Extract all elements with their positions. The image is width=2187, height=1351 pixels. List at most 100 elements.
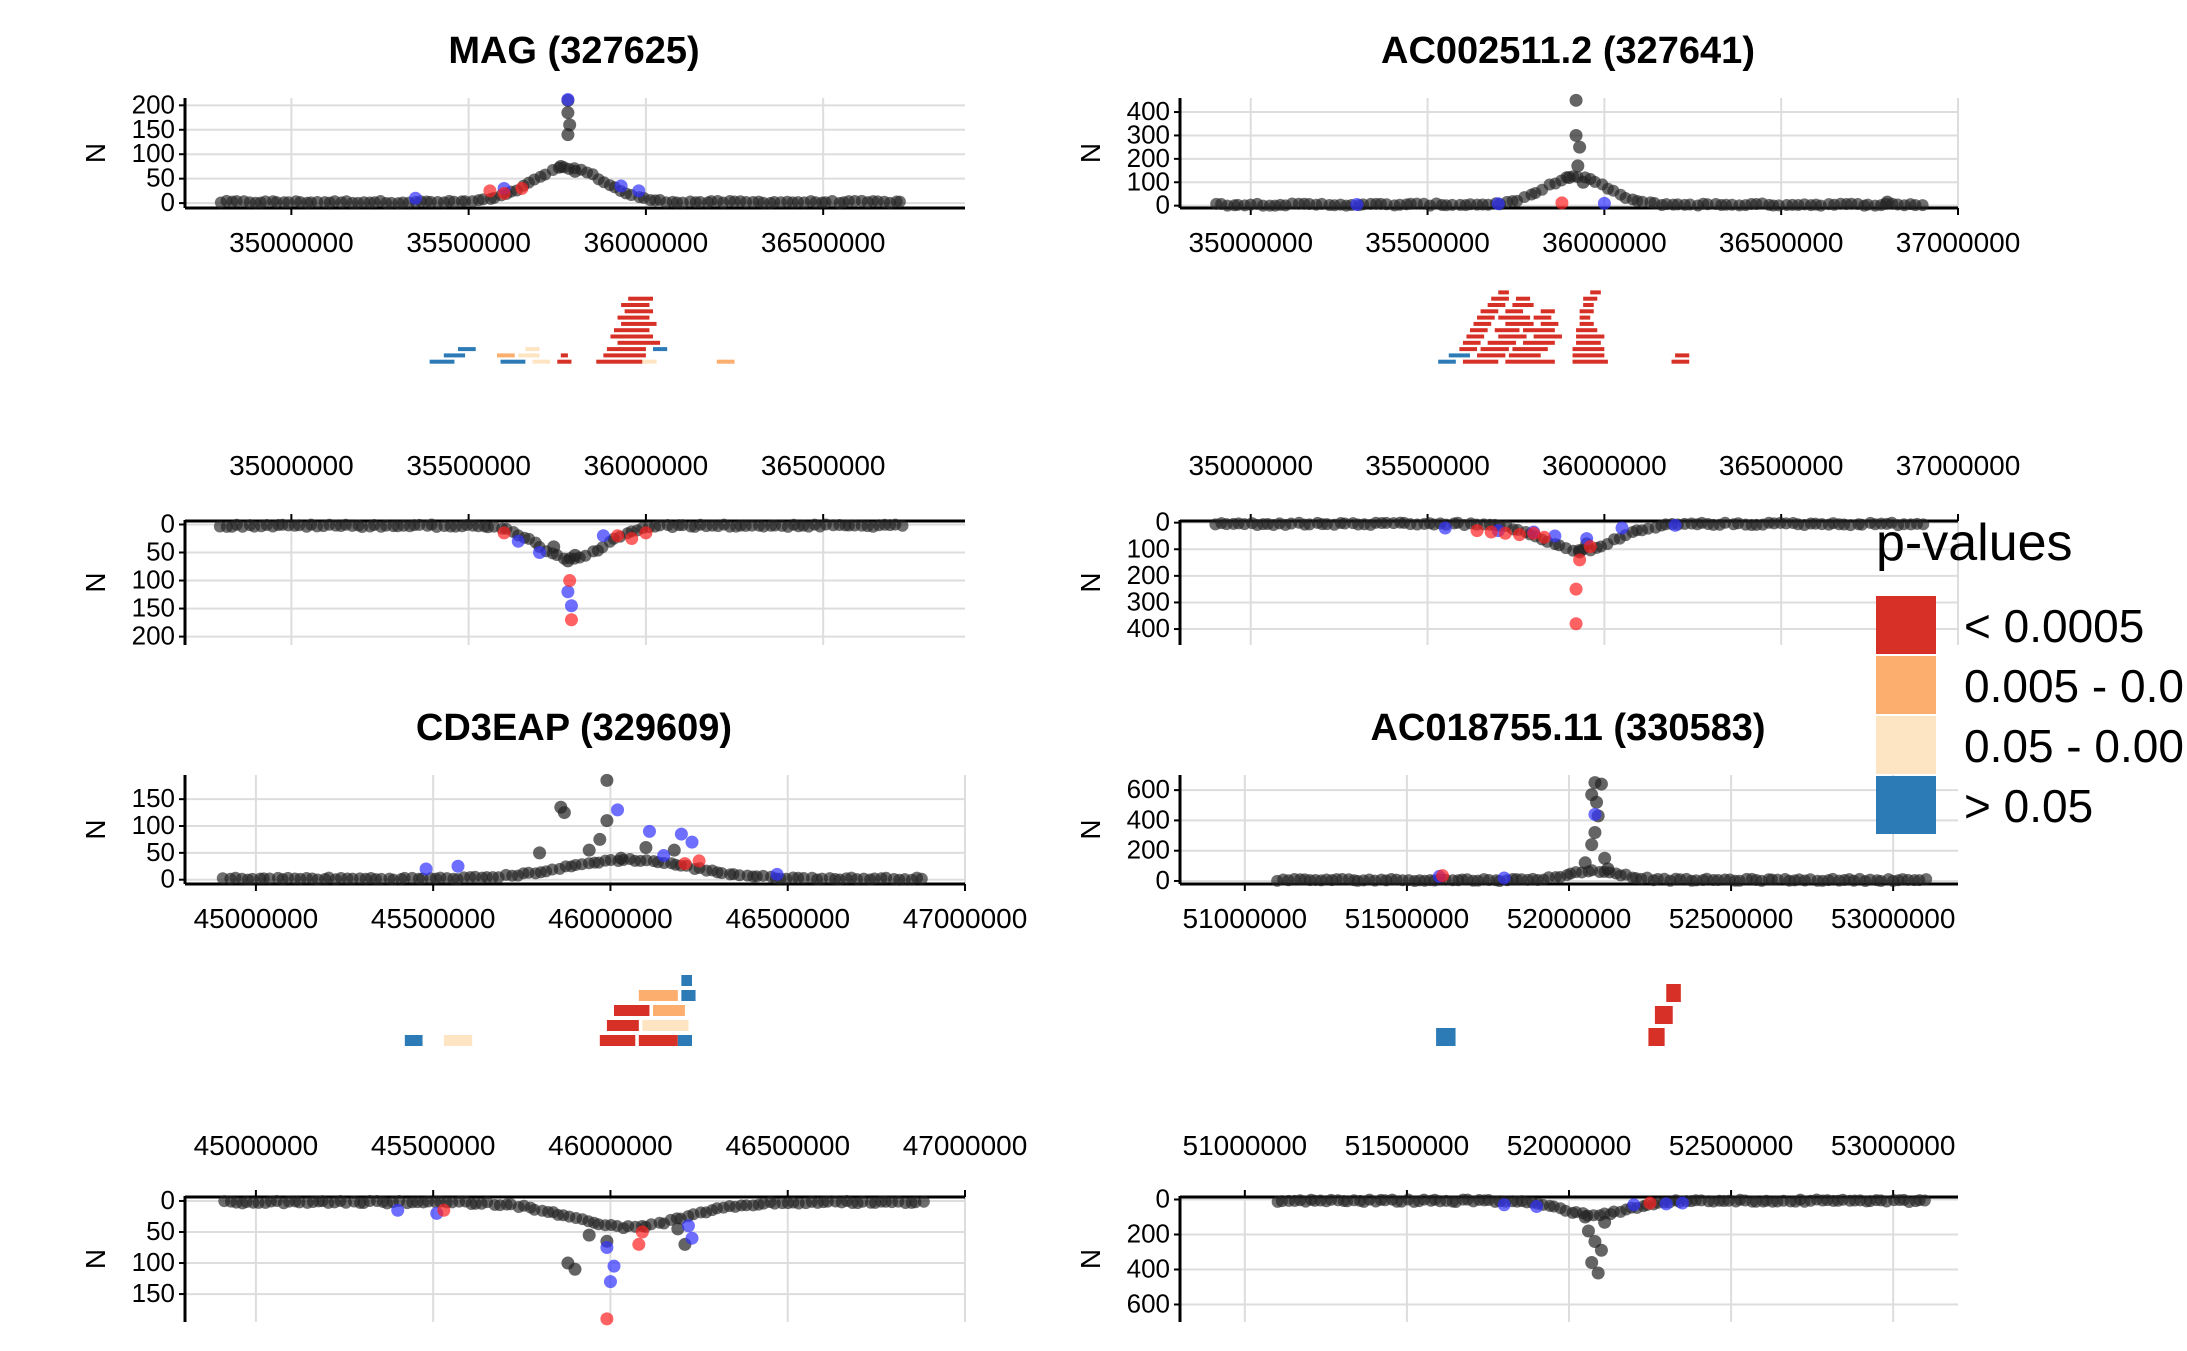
- data-point-blue: [685, 835, 699, 849]
- data-point-red: [1527, 526, 1541, 540]
- data-point-dark: [1585, 1256, 1599, 1269]
- data-point-blue: [657, 849, 671, 863]
- interval-segment: [628, 296, 653, 301]
- data-point-dark: [1588, 826, 1602, 840]
- data-point-blue: [681, 1219, 695, 1233]
- y-tick-label: 100: [132, 810, 175, 840]
- data-point-red: [1583, 540, 1597, 554]
- data-point-dark: [1578, 856, 1592, 870]
- data-point-red: [1643, 1196, 1657, 1210]
- interval-segment: [1487, 340, 1516, 345]
- data-point-blue: [1497, 1198, 1511, 1212]
- interval-segment: [1523, 328, 1555, 333]
- data-point-dark: [1598, 1215, 1612, 1229]
- data-point-dark: [1591, 1266, 1605, 1280]
- data-point-blue: [614, 179, 628, 193]
- data-point-red: [1498, 526, 1512, 540]
- x-tick-label: 45500000: [371, 1130, 496, 1161]
- y-tick-label: 600: [1127, 1289, 1170, 1319]
- interval-segment: [1666, 984, 1681, 1002]
- data-point-dark: [1571, 159, 1585, 173]
- interval-segment: [1508, 353, 1541, 358]
- y-tick-label: 100: [132, 1247, 175, 1277]
- data-point-red: [1537, 530, 1551, 544]
- interval-segment: [624, 309, 653, 314]
- data-point-blue: [1615, 521, 1629, 535]
- x-tick-label: 52000000: [1507, 903, 1632, 934]
- data-point-blue: [561, 92, 575, 106]
- interval-segment: [1477, 353, 1506, 358]
- data-point-blue: [451, 859, 465, 873]
- data-point-dark: [568, 548, 582, 562]
- y-axis-label: N: [1075, 819, 1106, 839]
- data-point-dark: [554, 159, 568, 173]
- y-tick-label: 300: [1127, 586, 1170, 616]
- data-point-dark: [600, 814, 614, 828]
- interval-segment: [458, 347, 476, 352]
- interval-segment: [1576, 340, 1601, 345]
- x-tick-label: 36500000: [1719, 450, 1844, 481]
- y-axis-label: N: [1075, 143, 1106, 163]
- x-tick-label: 36500000: [1719, 227, 1844, 258]
- data-point-dark: [547, 540, 561, 554]
- data-point-dark: [671, 1222, 685, 1236]
- interval-segment: [1473, 321, 1492, 326]
- interval-segment: [617, 340, 661, 345]
- interval-segment: [621, 303, 650, 307]
- interval-segment: [497, 353, 515, 358]
- interval-segment: [1533, 315, 1552, 320]
- data-point-red: [1573, 553, 1587, 567]
- y-tick-label: 50: [146, 163, 175, 193]
- data-point-blue: [1668, 518, 1682, 532]
- data-point-dark: [1585, 838, 1599, 852]
- interval-segment: [1512, 347, 1548, 352]
- data-point-dark: [563, 118, 577, 132]
- panel-title-cd3eap: CD3EAP (329609): [416, 707, 732, 749]
- data-point-blue: [511, 534, 525, 548]
- data-point-dark: [561, 128, 575, 142]
- y-tick-label: 50: [146, 837, 175, 867]
- x-tick-label: 35500000: [1365, 227, 1490, 258]
- interval-segment: [1590, 290, 1601, 295]
- data-point: [1918, 1194, 1931, 1207]
- x-tick-label: 35500000: [1365, 450, 1490, 481]
- interval-segment: [1583, 296, 1598, 301]
- y-tick-label: 0: [161, 864, 175, 894]
- interval-segment: [1533, 334, 1562, 339]
- x-tick-label: 46500000: [725, 903, 850, 934]
- legend: p-values < 0.0005 0.005 - 0.0 0.05 - 0.0…: [1876, 514, 2184, 834]
- y-tick-label: 0: [1156, 1184, 1170, 1214]
- y-tick-label: 100: [1127, 533, 1170, 563]
- data-point-blue: [603, 1275, 617, 1289]
- y-tick-label: 150: [132, 593, 175, 623]
- interval-segment: [429, 359, 455, 364]
- y-tick-label: 200: [1127, 560, 1170, 590]
- data-point: [893, 195, 906, 208]
- interval-segment: [1540, 321, 1559, 326]
- interval-segment: [1579, 315, 1591, 320]
- x-tick-label: 51500000: [1345, 903, 1470, 934]
- data-point-blue: [596, 529, 610, 543]
- data-point-blue: [564, 599, 578, 613]
- interval-segment: [532, 359, 551, 364]
- data-point: [896, 519, 909, 532]
- data-point-red: [497, 526, 511, 540]
- y-tick-label: 50: [146, 537, 175, 567]
- data-point-blue: [607, 1259, 621, 1273]
- panel-title-ac018755: AC018755.11 (330583): [1370, 707, 1765, 749]
- data-point-blue: [1627, 1198, 1641, 1212]
- y-axis-label: N: [80, 143, 111, 163]
- interval-segment: [599, 1035, 636, 1046]
- data-point-blue: [1597, 196, 1611, 210]
- legend-label-1: < 0.0005: [1964, 600, 2144, 652]
- y-axis-label: N: [1075, 1249, 1106, 1269]
- interval-segment: [621, 321, 657, 326]
- interval-segment: [443, 1035, 473, 1046]
- data-point-dark: [1569, 93, 1583, 107]
